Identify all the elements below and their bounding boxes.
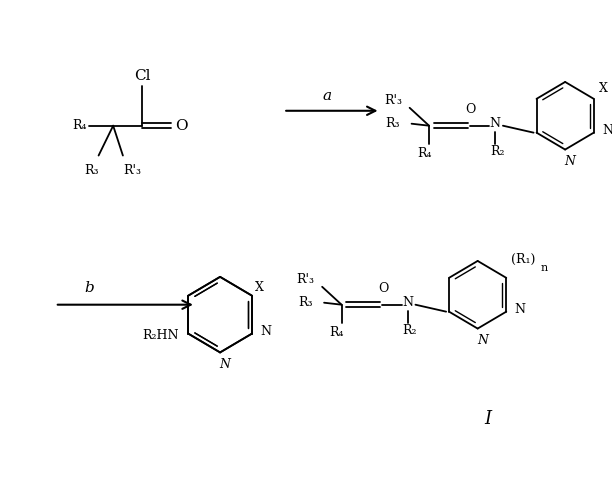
Text: O: O	[378, 282, 389, 296]
Text: I: I	[484, 410, 491, 428]
Text: (R₁): (R₁)	[511, 254, 536, 266]
Text: R₂: R₂	[490, 145, 504, 158]
Text: N: N	[477, 334, 488, 347]
Text: R₂: R₂	[402, 324, 417, 337]
Text: n: n	[540, 263, 548, 273]
Text: R₄: R₄	[417, 147, 431, 160]
Text: R'₃: R'₃	[124, 164, 141, 177]
Text: R₄: R₄	[72, 119, 86, 132]
Text: N: N	[602, 124, 612, 137]
Text: O: O	[175, 118, 187, 132]
Text: R₃: R₃	[298, 296, 312, 309]
Text: R₂HN: R₂HN	[143, 329, 179, 342]
Text: N: N	[402, 296, 413, 309]
Text: X: X	[255, 282, 264, 294]
Text: N: N	[260, 325, 271, 338]
Text: N: N	[490, 117, 501, 130]
Text: R'₃: R'₃	[384, 94, 402, 108]
Text: X: X	[599, 82, 608, 96]
Text: R₃: R₃	[84, 164, 99, 177]
Text: R'₃: R'₃	[296, 274, 315, 286]
Text: N: N	[515, 303, 525, 316]
Text: Cl: Cl	[134, 69, 151, 83]
Text: R₄: R₄	[329, 326, 344, 339]
Text: N: N	[564, 155, 575, 168]
Text: a: a	[323, 89, 332, 103]
Text: N: N	[220, 358, 231, 371]
Text: R₃: R₃	[386, 117, 400, 130]
Text: b: b	[84, 281, 94, 295]
Text: O: O	[466, 104, 476, 117]
